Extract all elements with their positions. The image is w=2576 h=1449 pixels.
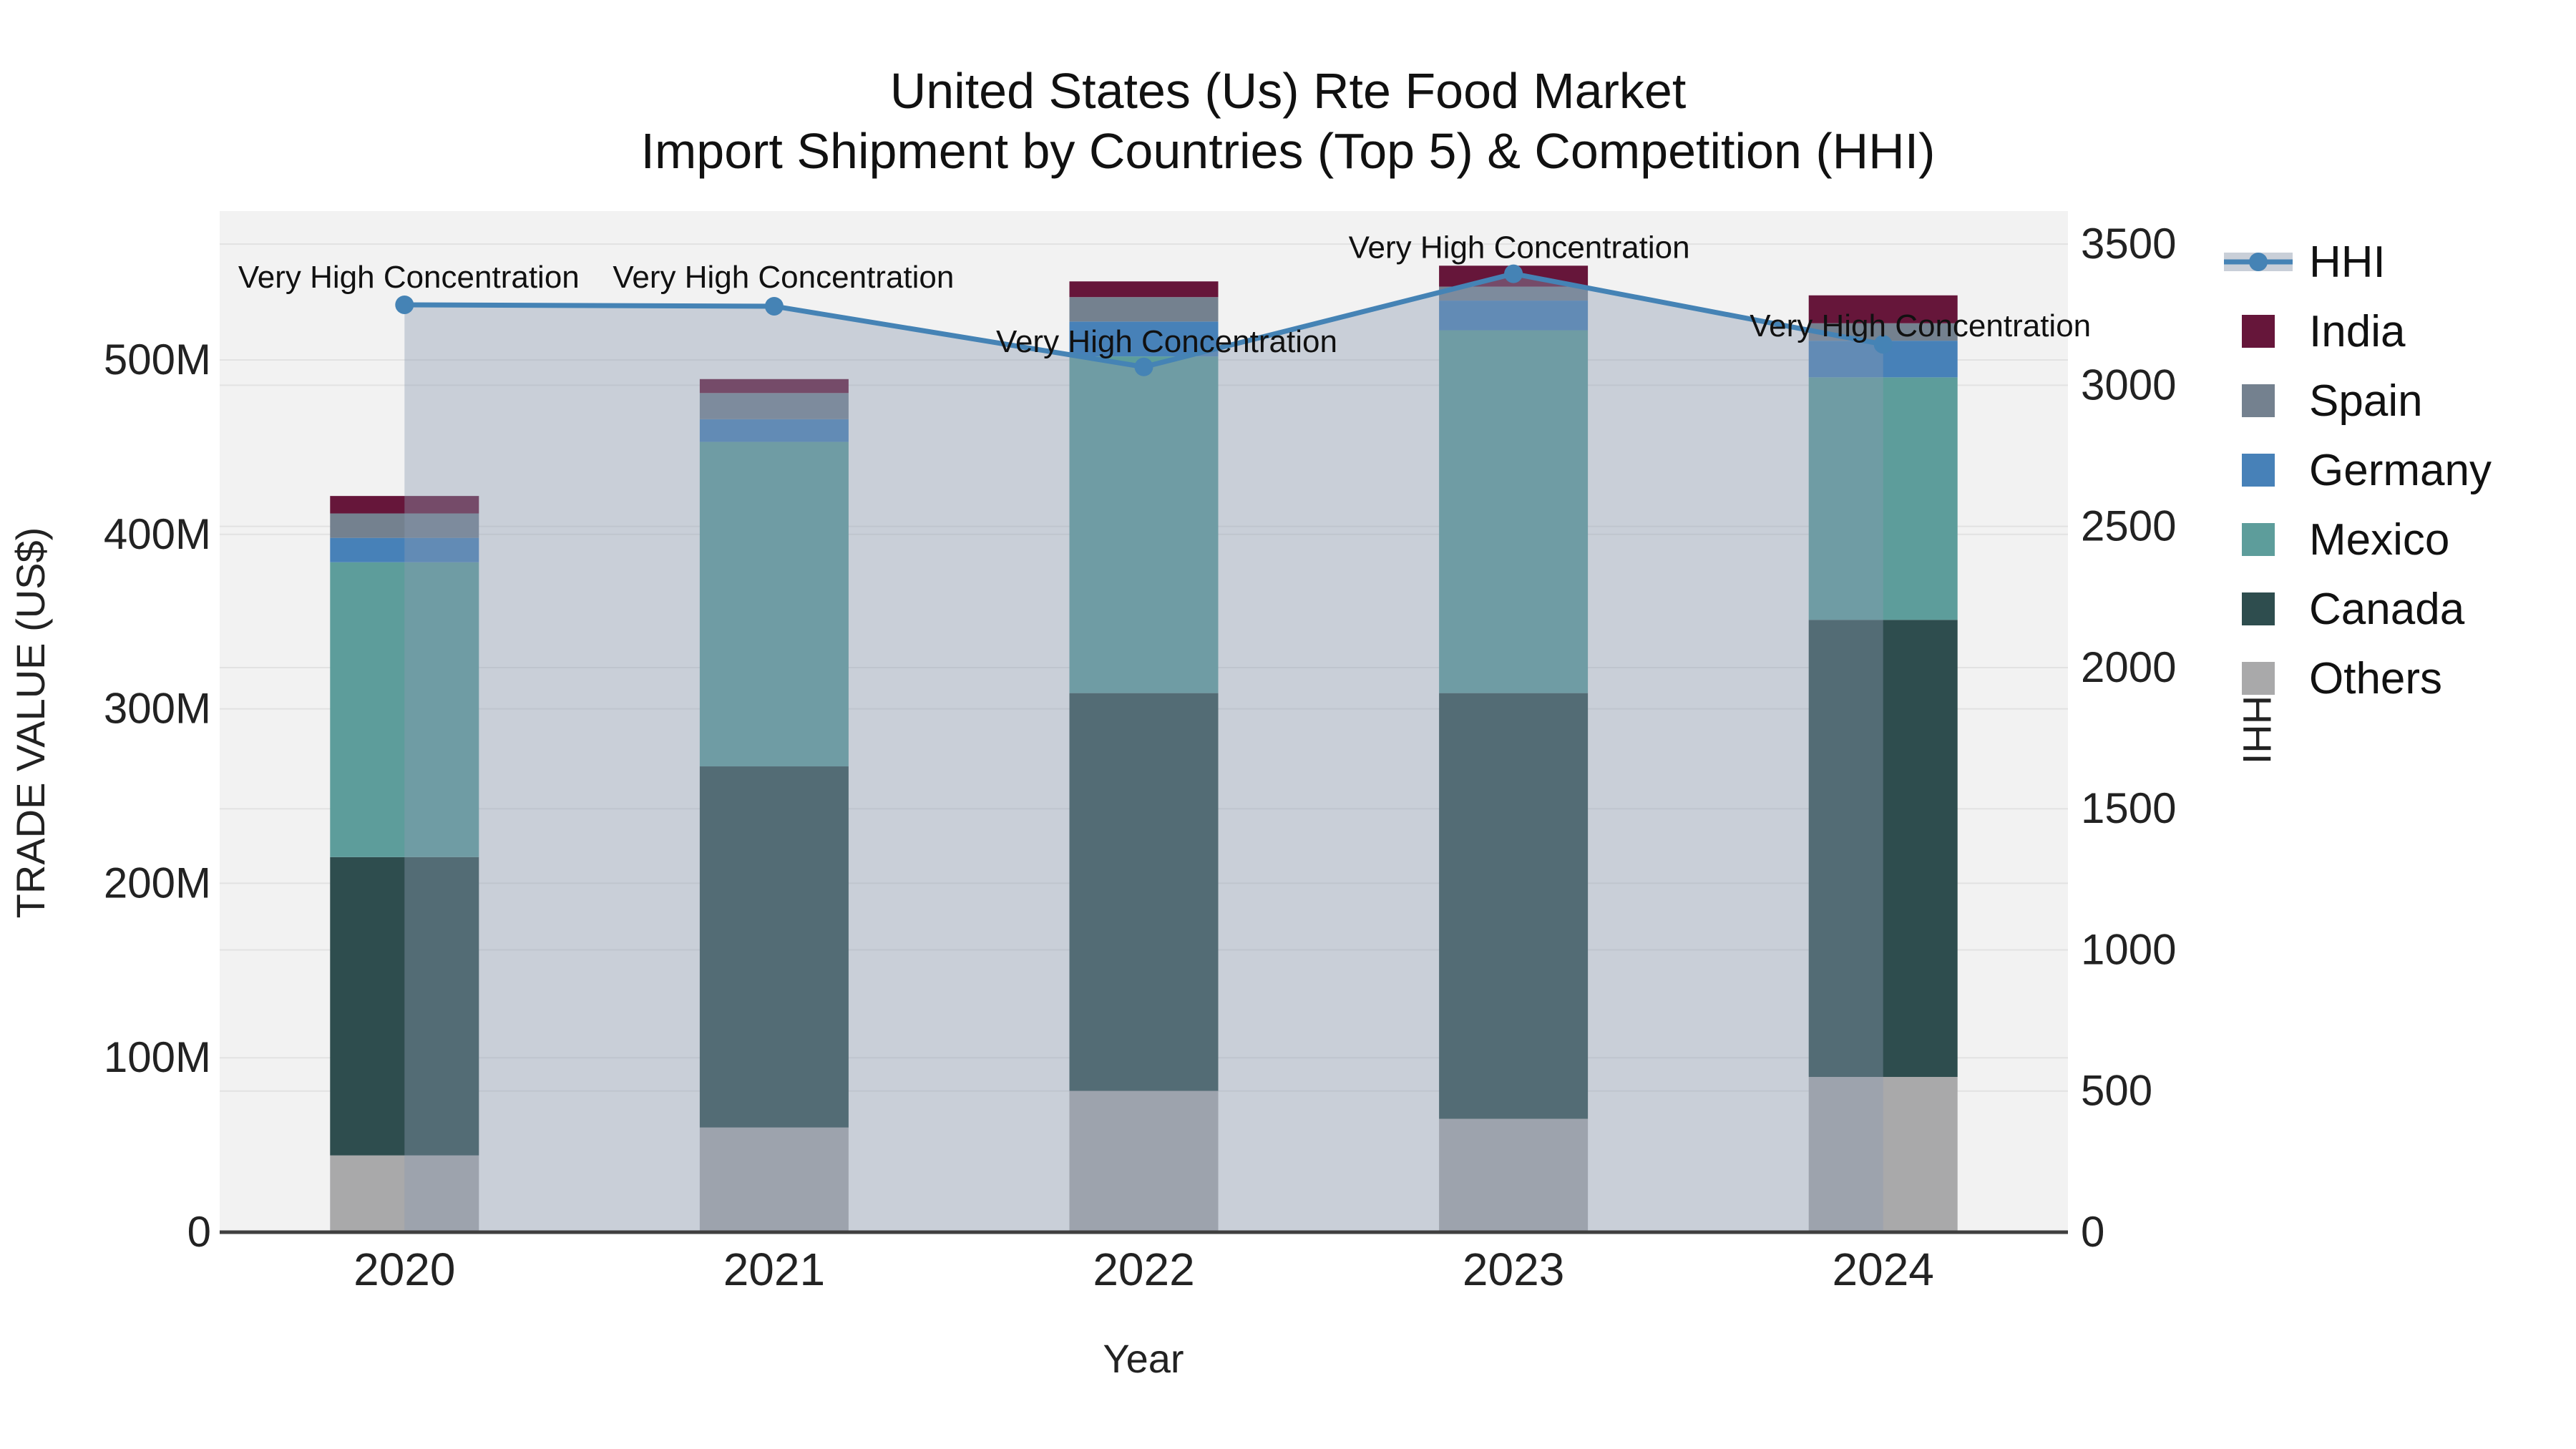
hhi-marker-2020[interactable]: [395, 295, 414, 314]
y-left-tick-200M: 200M: [104, 859, 211, 907]
bar-segment-india-2021[interactable]: [699, 379, 849, 394]
legend-item-india[interactable]: India: [2242, 307, 2406, 356]
annotation-2024: Very High Concentration: [1750, 308, 2091, 343]
legend-hhi-marker-swatch: [2249, 253, 2268, 271]
legend-color-swatch-others: [2242, 662, 2275, 695]
x-tick-2023: 2023: [1463, 1244, 1564, 1295]
hhi-area-polygon: [404, 273, 1883, 1233]
annotations: Very High Concentration Very High Concent…: [238, 230, 2091, 359]
axis-tick-labels: 0 100M 200M 300M 400M 500M 0 500 1000 1500 2000 250…: [104, 220, 2177, 1295]
bar-segment-germany-2022[interactable]: [1069, 321, 1219, 357]
bar-segment-canada-2024[interactable]: [1808, 620, 1958, 1078]
bar-segment-spain-2020[interactable]: [330, 513, 479, 538]
legend-item-mexico[interactable]: Mexico: [2242, 515, 2449, 565]
y-right-axis-title: HHI: [2235, 696, 2280, 764]
annotation-2022: Very High Concentration: [996, 324, 1337, 359]
bar-segment-mexico-2020[interactable]: [330, 562, 479, 857]
y-left-tick-400M: 400M: [104, 510, 211, 558]
chart-title-line2: Import Shipment by Countries (Top 5) & C…: [641, 123, 1936, 179]
bar-segment-spain-2021[interactable]: [699, 393, 849, 419]
legend-label-hhi: HHI: [2309, 238, 2386, 287]
x-tick-2021: 2021: [723, 1244, 825, 1295]
bar-segment-canada-2021[interactable]: [699, 766, 849, 1128]
bar-segment-spain-2023[interactable]: [1439, 286, 1589, 301]
annotation-2020: Very High Concentration: [238, 260, 580, 295]
bar-segment-india-2024[interactable]: [1808, 295, 1958, 323]
legend-label-mexico: Mexico: [2309, 515, 2449, 565]
bar-segment-canada-2023[interactable]: [1439, 693, 1589, 1119]
y-left-axis-title: TRADE VALUE (US$): [8, 527, 53, 919]
bar-segment-india-2022[interactable]: [1069, 281, 1219, 298]
hhi-area-fill: [404, 273, 1883, 1233]
bar-segment-others-2022[interactable]: [1069, 1091, 1219, 1232]
hhi-marker-2023[interactable]: [1504, 264, 1523, 283]
legend-color-swatch-canada: [2242, 592, 2275, 625]
legend: HHI India Spain Germany Mexico Canada Others: [2224, 238, 2492, 703]
legend-label-germany: Germany: [2309, 446, 2492, 495]
y-right-tick-2500: 2500: [2081, 502, 2176, 550]
x-tick-2020: 2020: [353, 1244, 455, 1295]
bar-segment-others-2020[interactable]: [330, 1155, 479, 1232]
y-left-tick-300M: 300M: [104, 685, 211, 733]
stacked-bars: [330, 265, 1958, 1232]
hhi-marker-2022[interactable]: [1134, 357, 1153, 376]
bar-segment-mexico-2021[interactable]: [699, 441, 849, 767]
bar-segment-others-2021[interactable]: [699, 1127, 849, 1232]
y-right-tick-1500: 1500: [2081, 784, 2176, 832]
legend-item-spain[interactable]: Spain: [2242, 376, 2423, 426]
y-right-tick-3000: 3000: [2081, 361, 2176, 409]
annotation-2023: Very High Concentration: [1349, 230, 1690, 265]
x-tick-2022: 2022: [1093, 1244, 1194, 1295]
y-right-tick-500: 500: [2081, 1067, 2152, 1115]
bar-segment-canada-2020[interactable]: [330, 857, 479, 1156]
bar-segment-india-2020[interactable]: [330, 496, 479, 514]
legend-item-others[interactable]: Others: [2242, 654, 2442, 703]
x-tick-2024: 2024: [1833, 1244, 1934, 1295]
bar-segment-others-2023[interactable]: [1439, 1118, 1589, 1232]
y-left-tick-0: 0: [187, 1208, 211, 1256]
hhi-marker-2024[interactable]: [1873, 335, 1893, 354]
x-axis-title: Year: [1103, 1336, 1184, 1381]
bar-segment-germany-2020[interactable]: [330, 537, 479, 562]
chart-title-line1: United States (Us) Rte Food Market: [890, 63, 1687, 119]
legend-item-canada[interactable]: Canada: [2242, 585, 2465, 634]
bar-segment-spain-2022[interactable]: [1069, 297, 1219, 322]
legend-color-swatch-spain: [2242, 384, 2275, 417]
bar-segment-germany-2023[interactable]: [1439, 301, 1589, 331]
hhi-marker-2021[interactable]: [764, 296, 784, 316]
legend-color-swatch-germany: [2242, 454, 2275, 487]
legend-label-others: Others: [2309, 654, 2442, 703]
legend-label-canada: Canada: [2309, 585, 2465, 634]
y-left-tick-100M: 100M: [104, 1033, 211, 1081]
legend-color-swatch-india: [2242, 315, 2275, 348]
y-right-tick-0: 0: [2081, 1208, 2104, 1256]
y-right-tick-1000: 1000: [2081, 925, 2176, 973]
y-right-tick-2000: 2000: [2081, 643, 2176, 691]
y-right-tick-3500: 3500: [2081, 220, 2176, 268]
legend-label-spain: Spain: [2309, 376, 2423, 426]
annotation-2021: Very High Concentration: [613, 260, 954, 295]
bar-segment-mexico-2022[interactable]: [1069, 356, 1219, 693]
legend-color-swatch-mexico: [2242, 523, 2275, 556]
bar-segment-mexico-2024[interactable]: [1808, 377, 1958, 620]
bar-segment-others-2024[interactable]: [1808, 1077, 1958, 1232]
bar-segment-germany-2021[interactable]: [699, 419, 849, 442]
hhi-line-series: [395, 264, 1893, 376]
bar-segment-mexico-2023[interactable]: [1439, 330, 1589, 693]
legend-item-germany[interactable]: Germany: [2242, 446, 2492, 495]
y-left-tick-500M: 500M: [104, 336, 211, 384]
legend-label-india: India: [2309, 307, 2406, 356]
bar-segment-canada-2022[interactable]: [1069, 693, 1219, 1091]
legend-item-hhi[interactable]: HHI: [2224, 238, 2386, 287]
